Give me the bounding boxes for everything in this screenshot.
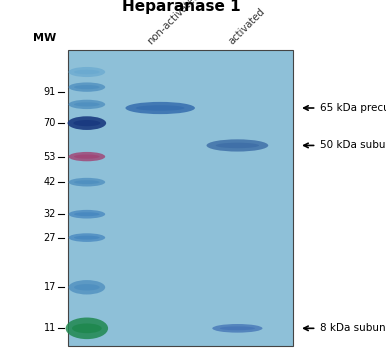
Ellipse shape <box>220 327 255 330</box>
Text: 32: 32 <box>44 209 56 219</box>
Ellipse shape <box>69 152 105 161</box>
Text: 70: 70 <box>44 118 56 128</box>
Ellipse shape <box>74 180 100 184</box>
Ellipse shape <box>69 233 105 242</box>
Text: 65 kDa precursor: 65 kDa precursor <box>320 103 386 113</box>
Text: 8 kDa subunit: 8 kDa subunit <box>320 323 386 333</box>
Ellipse shape <box>69 280 105 294</box>
Ellipse shape <box>68 116 106 130</box>
Text: non-activated: non-activated <box>146 0 201 47</box>
Text: 17: 17 <box>44 282 56 292</box>
Ellipse shape <box>74 102 100 107</box>
Text: 50 kDa subunit: 50 kDa subunit <box>320 140 386 150</box>
Text: 42: 42 <box>44 177 56 187</box>
Text: MW: MW <box>33 33 56 43</box>
Ellipse shape <box>74 70 100 74</box>
Ellipse shape <box>207 139 268 152</box>
Ellipse shape <box>216 143 259 148</box>
Ellipse shape <box>66 318 108 339</box>
Ellipse shape <box>73 120 100 126</box>
Ellipse shape <box>74 85 100 89</box>
Ellipse shape <box>74 212 100 216</box>
Ellipse shape <box>69 67 105 77</box>
Ellipse shape <box>72 323 102 333</box>
Bar <box>68 50 293 346</box>
Text: Heparanase 1: Heparanase 1 <box>122 0 241 14</box>
Text: 27: 27 <box>44 233 56 243</box>
Ellipse shape <box>125 102 195 114</box>
Text: activated: activated <box>227 7 267 47</box>
Ellipse shape <box>74 154 100 159</box>
Ellipse shape <box>69 210 105 219</box>
Ellipse shape <box>69 100 105 109</box>
Ellipse shape <box>74 284 100 291</box>
Ellipse shape <box>69 178 105 186</box>
Ellipse shape <box>74 236 100 239</box>
Ellipse shape <box>212 324 262 333</box>
Text: 91: 91 <box>44 87 56 97</box>
Text: 11: 11 <box>44 323 56 333</box>
Text: 53: 53 <box>44 152 56 162</box>
Ellipse shape <box>136 105 185 111</box>
Ellipse shape <box>69 82 105 92</box>
